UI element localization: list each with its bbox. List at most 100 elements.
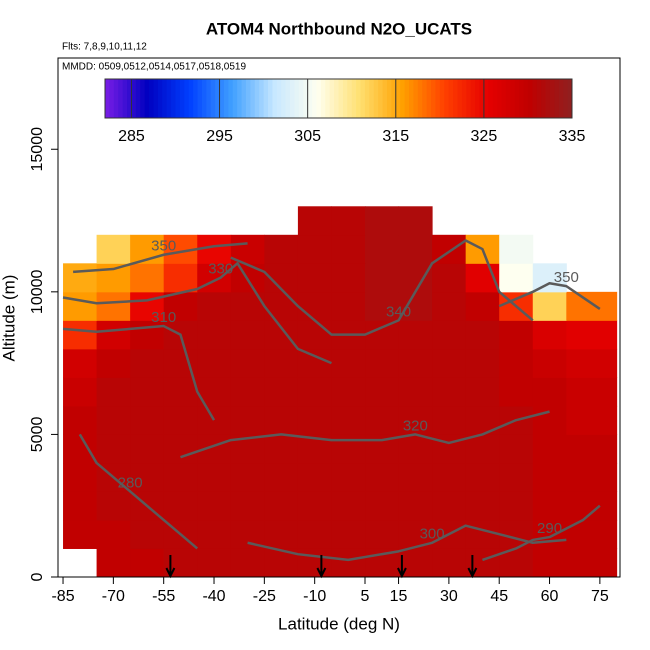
colorbar-tick-label: 325 [471, 128, 498, 145]
heat-cell [297, 377, 332, 407]
heat-cell [432, 491, 467, 521]
heat-cell [532, 548, 567, 578]
colorbar-swatch [369, 79, 375, 118]
heat-cell [96, 377, 131, 407]
colorbar-swatch [461, 79, 467, 118]
contour-line [498, 282, 601, 310]
heat-cell [398, 206, 433, 236]
heat-cell [197, 405, 232, 435]
heat-cell [297, 263, 332, 293]
contour-line [230, 239, 534, 336]
heat-cell [297, 206, 332, 236]
heat-cell [499, 234, 534, 264]
heat-cell [297, 519, 332, 549]
y-tick-label: 10000 [29, 269, 46, 314]
colorbar-swatch [290, 79, 295, 118]
x-tick-label: -85 [51, 588, 74, 605]
x-tick-label: 5 [361, 588, 370, 605]
contour-label: 300 [420, 526, 445, 543]
heat-cell [331, 491, 366, 521]
heat-cell [230, 405, 265, 435]
colorbar-swatch [298, 79, 304, 118]
heat-cell [96, 434, 131, 464]
heat-cell [532, 519, 567, 549]
y-tick-label: 0 [29, 572, 46, 581]
colorbar-swatch [342, 79, 348, 118]
x-tick-label: -10 [303, 588, 326, 605]
colorbar-swatch [219, 79, 225, 118]
heat-cell [432, 548, 467, 578]
heat-cell [566, 348, 618, 378]
colorbar-swatch [197, 79, 203, 118]
heat-cell [130, 462, 165, 492]
heat-cell [197, 491, 232, 521]
heat-cell [365, 348, 400, 378]
heat-cell [532, 320, 567, 350]
colorbar-swatch [232, 79, 238, 118]
colorbar-swatch [545, 79, 551, 118]
heat-cell [432, 320, 467, 350]
colorbar-swatch [470, 79, 476, 118]
heat-cell [566, 291, 618, 321]
heat-cell [532, 263, 567, 293]
heat-cell [365, 320, 400, 350]
colorbar-swatch [206, 79, 212, 118]
heat-cell [63, 348, 98, 378]
heat-cell [230, 320, 265, 350]
heat-cell [365, 519, 400, 549]
heat-cell [432, 348, 467, 378]
heat-cell [197, 548, 232, 578]
colorbar-swatch [386, 79, 392, 118]
contour-label: 330 [208, 261, 233, 278]
heat-cell [297, 291, 332, 321]
heat-cell [365, 291, 400, 321]
colorbar-swatch [364, 79, 370, 118]
colorbar-swatch [497, 79, 503, 118]
heat-cell [96, 405, 131, 435]
heat-cell [163, 291, 198, 321]
colorbar-tick-label: 295 [206, 128, 233, 145]
colorbar-swatch [479, 79, 485, 118]
heat-cell [197, 320, 232, 350]
colorbar-swatch [444, 79, 450, 118]
heat-cell [532, 462, 567, 492]
heat-cell [566, 548, 618, 578]
colorbar-swatch [131, 79, 137, 118]
colorbar-swatch [554, 79, 560, 118]
colorbar-swatch [320, 79, 326, 118]
colorbar-swatch [439, 79, 445, 118]
colorbar-swatch [201, 79, 207, 118]
colorbar-swatch [127, 79, 132, 118]
colorbar-swatch [105, 79, 110, 118]
heat-cell [331, 434, 366, 464]
heat-cell [297, 462, 332, 492]
heat-cell [63, 377, 98, 407]
y-axis-label: Altitude (m) [0, 275, 18, 362]
heat-cell [432, 291, 467, 321]
heat-cell [499, 462, 534, 492]
marker-head [165, 567, 176, 579]
colorbar-swatch [360, 79, 366, 118]
colorbar-swatch [210, 79, 216, 118]
colorbar-frame [104, 78, 573, 119]
contour-line [180, 410, 550, 459]
chart-title: ATOM4 Northbound N2O_UCATS [206, 19, 472, 38]
heat-cell [197, 291, 232, 321]
heat-cell [365, 377, 400, 407]
x-axis-label: Latitude (deg N) [278, 614, 400, 633]
x-tick-label: -55 [152, 588, 175, 605]
heat-cell [465, 519, 500, 549]
colorbar-swatch [567, 79, 573, 118]
colorbar-swatch [254, 79, 260, 118]
heat-cell [365, 206, 400, 236]
colorbar-swatch [391, 79, 397, 118]
note: MMDD: 0509,0512,0514,0517,0518,0519 [62, 62, 246, 73]
heat-cell [532, 348, 567, 378]
heat-cell [264, 405, 299, 435]
heat-cell [331, 263, 366, 293]
contour-label: 280 [118, 474, 143, 491]
colorbar-swatch [549, 79, 555, 118]
colorbar-swatch [541, 79, 547, 118]
heat-cell [499, 434, 534, 464]
